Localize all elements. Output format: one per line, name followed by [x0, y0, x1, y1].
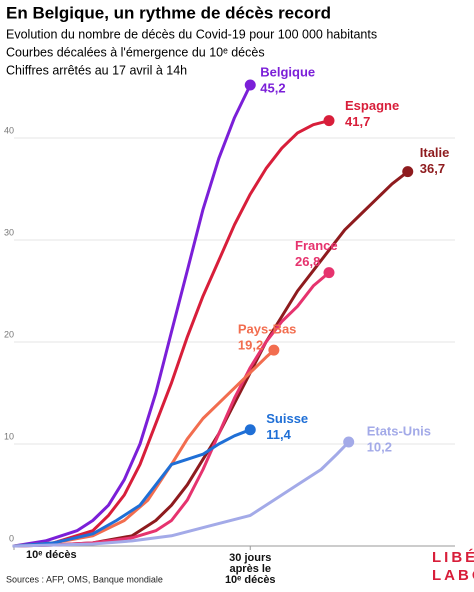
y-tick-label: 20	[4, 329, 14, 339]
end-point	[323, 115, 335, 127]
series-label: Belgique	[260, 64, 315, 79]
series-line	[12, 348, 276, 548]
subtitle: Evolution du nombre de décès du Covid-19…	[6, 27, 377, 41]
y-tick-label: 40	[4, 125, 14, 135]
value-label: 11,4	[266, 427, 291, 442]
value-label: 36,7	[420, 161, 445, 176]
end-point	[244, 79, 256, 91]
logo: LIBÉ	[432, 549, 474, 566]
y-tick-label: 30	[4, 227, 14, 237]
end-point	[268, 344, 280, 356]
value-label: 41,7	[345, 114, 370, 129]
source: Sources : AFP, OMS, Banque mondiale	[6, 574, 163, 584]
x-tick-label: 30 jours	[229, 552, 271, 564]
y-tick-label: 0	[9, 533, 14, 543]
series-label: Suisse	[266, 411, 308, 426]
subtitle: Courbes décalées à l'émergence du 10ᵉ dé…	[6, 45, 265, 59]
series-line	[12, 83, 252, 548]
end-point	[244, 424, 256, 436]
x-tick-label: 10ᵉ décès	[26, 549, 77, 561]
series-line	[12, 119, 331, 548]
y-tick-label: 10	[4, 431, 14, 441]
series-line	[12, 428, 252, 548]
series-label: Pays-Bas	[238, 322, 297, 337]
series-line	[12, 271, 331, 548]
end-point	[343, 436, 355, 448]
series-line	[12, 440, 351, 548]
series-line	[12, 170, 410, 548]
value-label: 26,8	[295, 254, 320, 269]
value-label: 19,2	[238, 338, 263, 353]
value-label: 10,2	[367, 439, 392, 454]
x-tick-label: après le	[229, 563, 271, 575]
series-label: France	[295, 238, 338, 253]
value-label: 45,2	[260, 80, 285, 95]
series-label: Italie	[420, 145, 450, 160]
subtitle: Chiffres arrêtés au 17 avril à 14h	[6, 63, 187, 77]
logo: LABO	[432, 567, 474, 584]
end-point	[402, 166, 414, 178]
chart-title: En Belgique, un rythme de décès record	[6, 3, 331, 22]
x-tick-label: 10ᵉ décès	[225, 574, 276, 586]
series-label: Espagne	[345, 98, 399, 113]
end-point	[323, 267, 335, 279]
series-label: Etats-Unis	[367, 423, 431, 438]
